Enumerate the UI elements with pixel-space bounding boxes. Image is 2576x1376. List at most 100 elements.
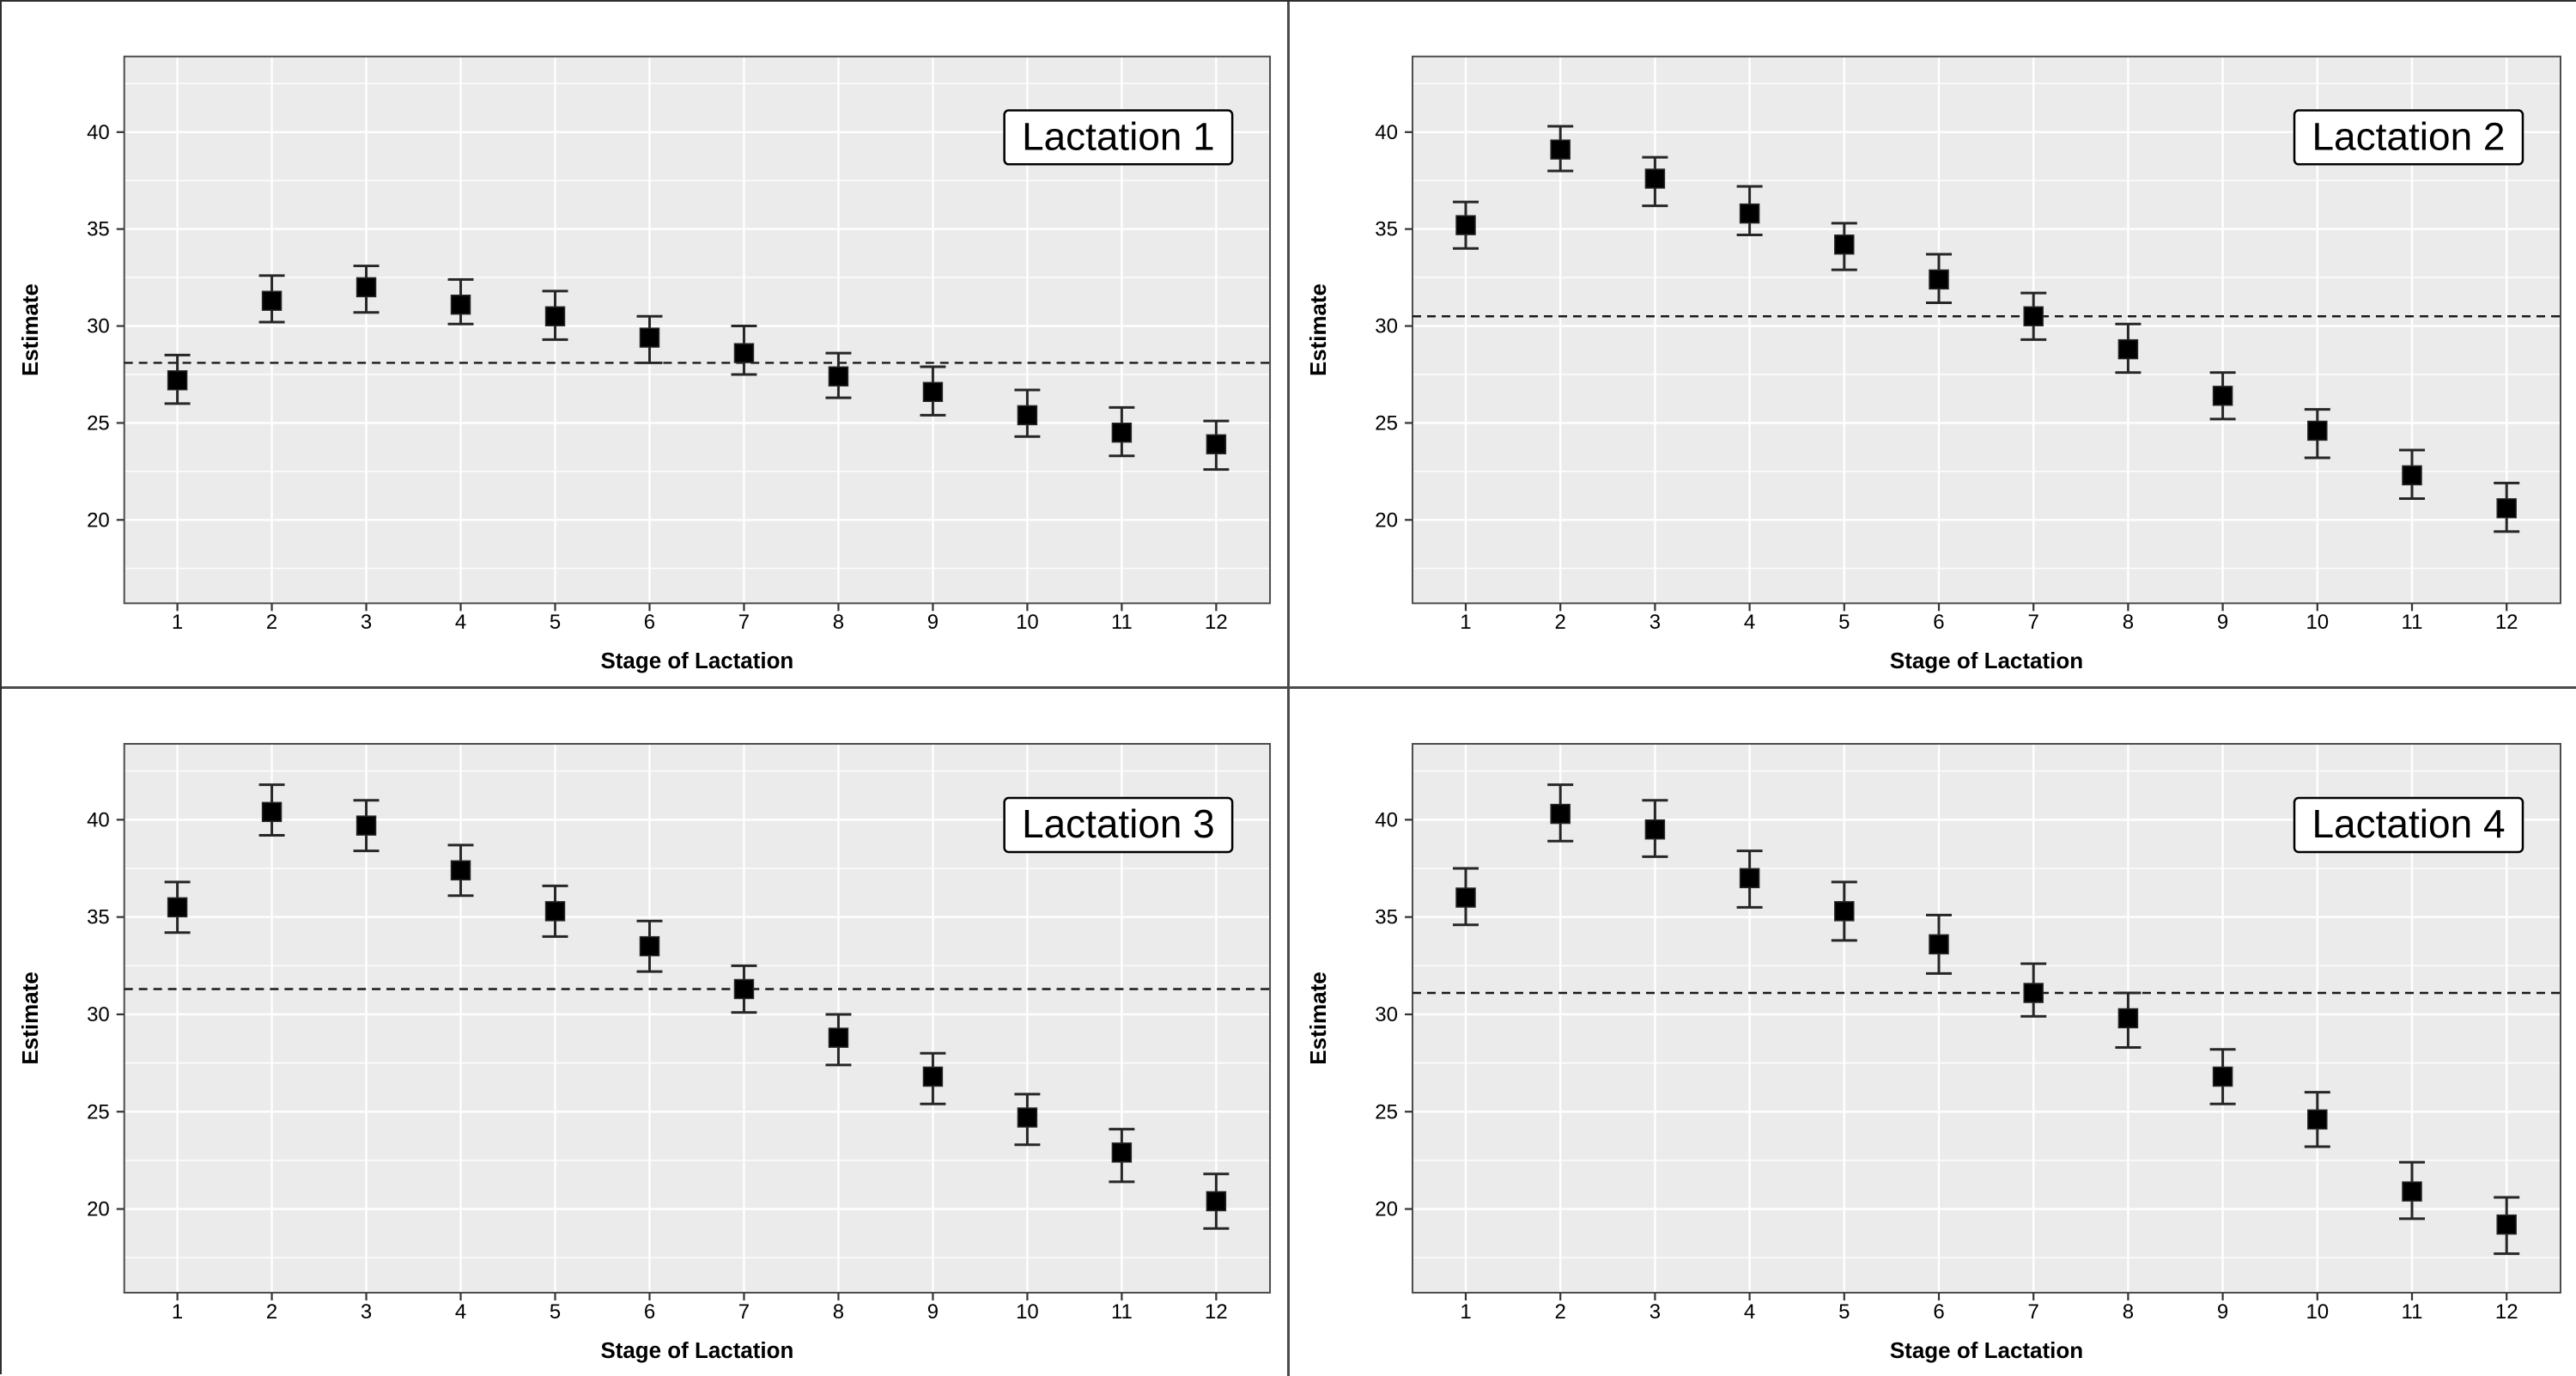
panel-label: Lactation 4 — [2312, 801, 2505, 846]
data-point-marker — [733, 343, 755, 363]
x-tick-label: 3 — [361, 1300, 372, 1324]
error-bar-point — [1831, 880, 1857, 942]
data-point-marker — [639, 327, 660, 348]
data-point-marker — [733, 978, 755, 1000]
error-bar-point — [1642, 799, 1668, 858]
x-tick-label: 3 — [361, 611, 372, 634]
x-tick-label: 4 — [1744, 1300, 1755, 1324]
error-bar-point — [825, 1013, 852, 1067]
x-axis-title: Stage of Lactation — [1890, 1337, 2083, 1363]
error-bar-point — [1547, 783, 1574, 843]
panel-lactation-3: 20 25 30 35 40 1 2 3 4 5 6 7 8 9 10 11 12 Stage of Lactat… — [2, 689, 1290, 1376]
x-tick-label: 12 — [2495, 611, 2518, 634]
error-bar-point — [2399, 448, 2425, 500]
error-bar-point — [2209, 1048, 2236, 1105]
error-bar-point — [353, 265, 380, 314]
x-tick-label: 4 — [455, 611, 466, 634]
data-point-marker — [1455, 887, 1476, 908]
y-tick-label: 20 — [1375, 1198, 1398, 1221]
data-point-marker — [1455, 215, 1476, 235]
data-point-marker — [1644, 819, 1666, 840]
error-bar-point — [2020, 291, 2047, 341]
error-bar-point — [164, 353, 191, 405]
error-bar-point — [1453, 200, 1479, 250]
data-point-marker — [544, 901, 566, 922]
y-tick-label: 25 — [1375, 1100, 1398, 1123]
x-tick-label: 9 — [927, 611, 939, 634]
panel-label: Lactation 3 — [1022, 801, 1215, 846]
x-tick-label: 1 — [1460, 611, 1471, 634]
x-tick-label: 12 — [2495, 1300, 2518, 1324]
x-axis-title: Stage of Lactation — [601, 649, 794, 673]
data-point-marker — [639, 935, 660, 957]
error-bar-point — [1014, 1093, 1041, 1147]
x-tick-label: 6 — [644, 611, 655, 634]
error-bar-point — [1203, 419, 1230, 472]
y-tick-label: 40 — [1375, 808, 1398, 831]
data-point-marker — [1017, 1107, 1038, 1128]
error-bar-point — [1831, 222, 1857, 271]
x-tick-label: 2 — [266, 1300, 277, 1324]
x-tick-label: 11 — [2402, 1300, 2423, 1324]
x-tick-label: 10 — [2306, 611, 2329, 634]
error-bar-point — [2115, 991, 2142, 1049]
data-point-marker — [2117, 1008, 2139, 1029]
y-tick-label: 25 — [87, 1100, 110, 1123]
error-bar-point — [542, 884, 568, 938]
error-bar-point — [1109, 405, 1135, 458]
x-tick-label: 9 — [2217, 611, 2228, 634]
y-tick-label: 20 — [87, 508, 110, 532]
y-axis-title: Estimate — [1307, 283, 1331, 376]
data-point-marker — [167, 897, 188, 918]
data-point-marker — [1017, 405, 1038, 426]
x-tick-label: 7 — [2028, 1300, 2039, 1324]
error-bar-point — [1109, 1128, 1135, 1184]
data-point-marker — [2307, 420, 2328, 441]
panel-lactation-4: 20 25 30 35 40 1 2 3 4 5 6 7 8 9 10 11 12 Stage of Lactat… — [1290, 689, 2576, 1376]
data-point-marker — [922, 381, 944, 403]
x-tick-label: 8 — [833, 611, 844, 634]
y-tick-label: 25 — [1375, 411, 1398, 435]
data-point-marker — [2402, 465, 2422, 486]
panel-label: Lactation 1 — [1022, 113, 1215, 158]
error-bar-point — [2494, 481, 2520, 533]
error-bar-point — [1736, 849, 1763, 909]
y-tick-label: 35 — [87, 218, 110, 241]
error-bar-point — [1926, 913, 1952, 975]
x-tick-label: 3 — [1649, 1300, 1661, 1324]
x-tick-label: 10 — [1016, 1300, 1039, 1324]
data-point-marker — [1550, 139, 1571, 160]
error-bar-point — [447, 843, 474, 898]
error-bar-point — [2304, 408, 2330, 460]
data-point-marker — [2117, 338, 2139, 360]
panel-lactation-2: 20 25 30 35 40 1 2 3 4 5 6 7 8 9 10 11 12 Stage of Lactat… — [1290, 2, 2576, 689]
error-bar-point — [1642, 155, 1668, 208]
x-tick-label: 3 — [1649, 611, 1661, 634]
y-tick-label: 40 — [1375, 121, 1398, 144]
data-point-marker — [355, 815, 377, 836]
data-point-marker — [2212, 1066, 2233, 1087]
y-tick-label: 35 — [1375, 218, 1398, 241]
error-bar-point — [353, 799, 380, 853]
x-tick-label: 6 — [1933, 611, 1944, 634]
x-tick-label: 2 — [266, 611, 277, 634]
data-point-marker — [828, 1027, 849, 1048]
error-bar-point — [731, 964, 757, 1014]
data-point-marker — [922, 1066, 944, 1087]
error-bar-point — [447, 277, 474, 326]
panel-lactation-1: 20 25 30 35 40 1 2 3 4 5 6 7 8 9 10 11 12 Stage of Lactat… — [2, 2, 1290, 689]
data-point-marker — [261, 290, 283, 311]
plot-border — [1412, 743, 2561, 1294]
x-tick-label: 5 — [550, 611, 561, 634]
data-point-marker — [1834, 234, 1855, 255]
data-point-marker — [2496, 498, 2517, 519]
error-bar-point — [920, 1051, 946, 1105]
y-tick-label: 30 — [87, 1003, 110, 1026]
x-axis-title: Stage of Lactation — [1890, 649, 2083, 673]
y-tick-label: 30 — [87, 315, 110, 338]
x-tick-label: 2 — [1555, 611, 1566, 634]
